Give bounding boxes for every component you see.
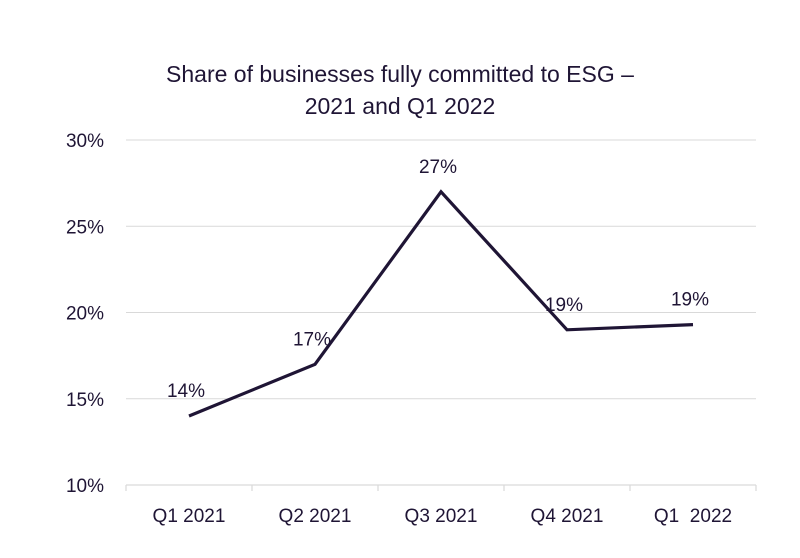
x-tick-label: Q1 2022 bbox=[654, 506, 732, 527]
x-tick-label: Q2 2021 bbox=[279, 506, 352, 527]
y-tick-label: 20% bbox=[66, 304, 104, 325]
gridlines bbox=[126, 139, 756, 400]
x-tick-label: Q1 2021 bbox=[153, 506, 226, 527]
chart-title-line-2: 2021 and Q1 2022 bbox=[304, 93, 496, 119]
x-tick-label: Q4 2021 bbox=[531, 506, 604, 527]
y-tick-label: 15% bbox=[66, 390, 104, 411]
x-axis-tick-labels: Q1 2021 Q2 2021 Q3 2021 Q4 2021 Q1 2022 bbox=[153, 506, 733, 527]
data-label: 27% bbox=[419, 157, 457, 178]
data-label: 19% bbox=[545, 295, 583, 316]
y-axis-tick-labels: 10% 15% 20% 25% 30% bbox=[66, 131, 104, 497]
y-tick-label: 30% bbox=[66, 131, 104, 152]
series-line bbox=[188, 189, 694, 418]
x-tick-label: Q3 2021 bbox=[405, 506, 478, 527]
chart-title-line-1: Share of businesses fully committed to E… bbox=[166, 61, 634, 87]
data-label: 17% bbox=[293, 329, 331, 350]
y-tick-label: 25% bbox=[66, 217, 104, 238]
data-labels: 14% 17% 27% 19% 19% bbox=[167, 157, 709, 402]
chart-title: Share of businesses fully committed to E… bbox=[0, 58, 800, 122]
series-line-group bbox=[188, 189, 694, 418]
y-tick-label: 10% bbox=[66, 476, 104, 497]
data-label: 14% bbox=[167, 381, 205, 402]
x-axis bbox=[125, 484, 757, 491]
data-label: 19% bbox=[671, 290, 709, 311]
